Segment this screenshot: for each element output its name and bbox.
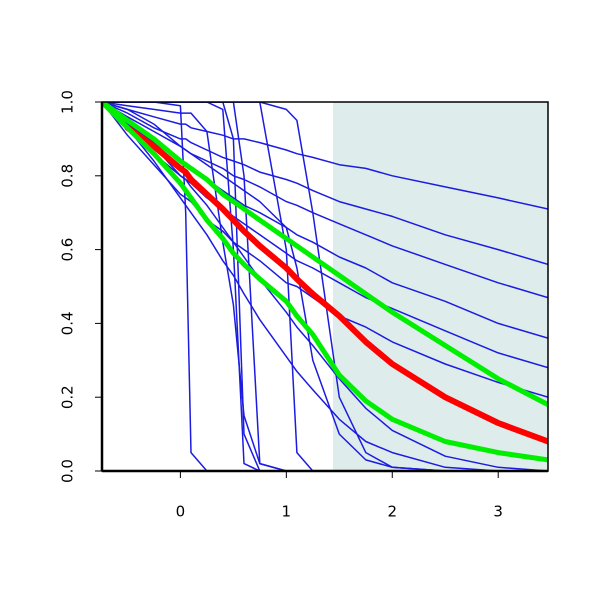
series-line — [102, 102, 548, 471]
y-tick-label: 1.0 — [59, 90, 77, 114]
plot-area — [102, 102, 548, 471]
y-tick-label: 0.8 — [59, 164, 77, 188]
series-line — [102, 102, 548, 471]
y-tick-label: 0.4 — [59, 311, 77, 335]
series-line — [102, 102, 548, 266]
series-line — [102, 102, 548, 471]
series-line — [102, 102, 548, 471]
x-tick-label: 1 — [282, 503, 292, 521]
series-line — [102, 102, 548, 471]
axes: 0 1 2 3 0.0 0.2 0.4 0.6 0.8 1.0 — [59, 90, 549, 521]
y-tick-label: 0.0 — [59, 459, 77, 483]
series-line — [124, 124, 548, 445]
x-tick-label: 0 — [176, 503, 186, 521]
series-line — [102, 102, 548, 471]
x-tick-label: 3 — [493, 503, 503, 521]
x-tick-label: 2 — [387, 503, 397, 521]
series-line — [102, 102, 548, 408]
series-line — [102, 102, 548, 398]
y-tick-label: 0.6 — [59, 238, 77, 262]
shaded-region — [332, 102, 548, 471]
series-line — [102, 102, 548, 471]
y-tick-label: 0.2 — [59, 385, 77, 409]
series-line — [102, 102, 548, 471]
series-line — [102, 102, 548, 463]
